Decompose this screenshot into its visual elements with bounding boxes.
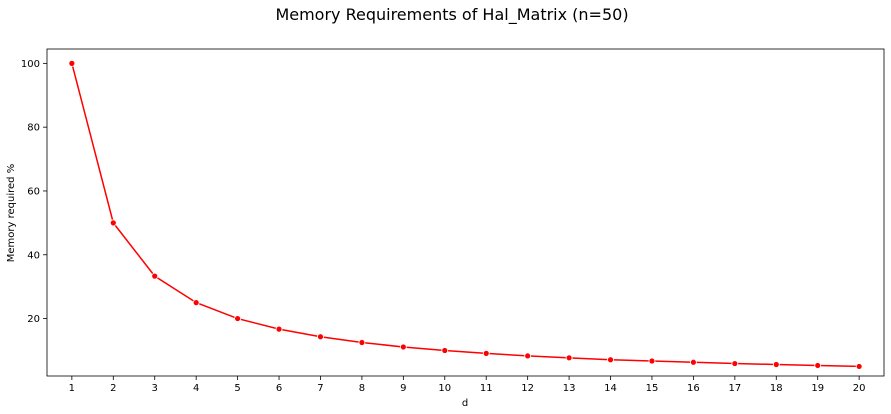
plot-frame xyxy=(46,48,885,377)
data-point xyxy=(358,339,366,346)
data-point xyxy=(399,343,407,351)
data-point xyxy=(192,299,200,307)
x-axis: 1 2 3 4 5 6 7 8 9 10 11 12 13 14 15 16 17 18 19 20 xyxy=(69,376,866,394)
series-group xyxy=(68,59,863,370)
x-tick-label: 18 xyxy=(770,383,783,394)
x-tick-label: 6 xyxy=(276,383,282,394)
x-tick-label: 14 xyxy=(604,383,617,394)
x-tick-label: 19 xyxy=(811,383,824,394)
data-point xyxy=(524,352,532,360)
data-point xyxy=(814,362,822,369)
data-point xyxy=(648,357,656,365)
data-point xyxy=(109,219,117,227)
data-point xyxy=(689,358,697,366)
x-tick-label: 2 xyxy=(110,383,116,394)
data-point xyxy=(855,363,863,370)
data-point xyxy=(731,360,739,367)
x-tick-label: 8 xyxy=(359,383,365,394)
x-axis-label: d xyxy=(462,398,468,409)
x-tick-label: 7 xyxy=(317,383,323,394)
data-point xyxy=(607,356,614,364)
x-tick-label: 10 xyxy=(438,383,451,394)
x-tick-label: 15 xyxy=(646,383,659,394)
x-tick-label: 16 xyxy=(687,383,700,394)
chart-title: Memory Requirements of Hal_Matrix (n=50) xyxy=(275,5,628,25)
y-tick-label: 20 xyxy=(27,314,40,325)
data-point xyxy=(441,347,449,354)
x-tick-label: 13 xyxy=(563,383,576,394)
data-point xyxy=(482,349,490,357)
data-point xyxy=(565,354,573,362)
x-tick-label: 20 xyxy=(853,383,866,394)
y-tick-label: 40 xyxy=(27,250,40,261)
series-line xyxy=(71,63,860,368)
x-tick-label: 9 xyxy=(400,383,406,394)
x-tick-label: 5 xyxy=(234,383,240,394)
x-tick-label: 3 xyxy=(152,383,158,394)
x-tick-label: 17 xyxy=(728,383,741,394)
data-point xyxy=(275,325,283,333)
data-point xyxy=(234,315,242,322)
y-tick-label: 100 xyxy=(21,59,40,70)
x-tick-label: 1 xyxy=(69,383,75,394)
y-axis: 20 40 60 80 100 xyxy=(21,59,47,325)
x-tick-label: 11 xyxy=(480,383,493,394)
data-point xyxy=(151,272,159,280)
x-tick-label: 4 xyxy=(193,383,199,394)
data-point xyxy=(317,333,324,341)
x-tick-label: 12 xyxy=(521,383,534,394)
y-tick-label: 60 xyxy=(27,186,40,197)
y-axis-label: Memory required % xyxy=(6,164,17,262)
y-tick-label: 80 xyxy=(27,123,40,134)
data-point xyxy=(772,361,780,368)
data-point xyxy=(68,59,76,67)
